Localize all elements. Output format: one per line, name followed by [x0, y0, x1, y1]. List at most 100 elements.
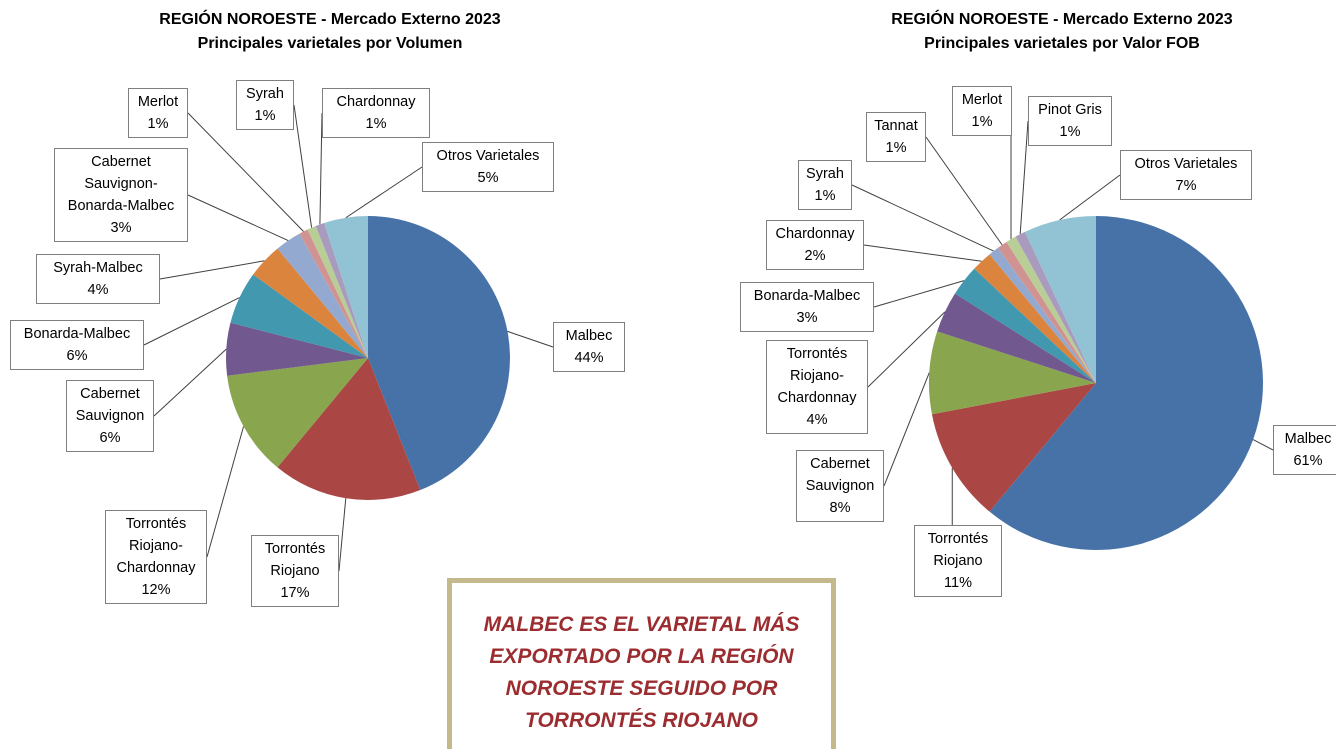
category-label: Torrontés Riojano-Chardonnay	[777, 346, 857, 406]
value-label: 6%	[66, 348, 88, 364]
pie-slice	[931, 383, 1096, 512]
chart-title: REGIÓN NOROESTE - Mercado Externo 2023	[159, 11, 501, 28]
data-label: Bonarda-Malbec 6%	[10, 320, 144, 370]
value-label: 5%	[477, 170, 499, 186]
data-label: Pinot Gris 1%	[1028, 96, 1112, 146]
pie-slice	[307, 225, 368, 358]
pie-slice	[989, 216, 1264, 550]
value-label: 6%	[99, 430, 121, 446]
category-label: Torrontés Riojano	[927, 531, 989, 569]
leader-line	[867, 311, 946, 388]
category-label: Merlot	[961, 92, 1003, 108]
chart-subtitle: Principales varietales por Volumen	[197, 35, 463, 52]
category-label: Malbec	[565, 328, 613, 344]
data-label: Bonarda-Malbec 3%	[740, 282, 874, 332]
pie-slice	[277, 358, 421, 500]
leader-line	[187, 194, 289, 242]
leader-lines	[143, 104, 554, 572]
leader-line	[925, 136, 1003, 246]
value-label: 11%	[944, 575, 972, 591]
data-label: Chardonnay 1%	[322, 88, 430, 138]
category-label: Tannat	[874, 118, 918, 134]
category-label: Torrontés Riojano-Chardonnay	[116, 516, 196, 576]
chart-title: REGIÓN NOROESTE - Mercado Externo 2023	[891, 11, 1233, 28]
pie-slice	[937, 293, 1096, 383]
value-label: 1%	[971, 114, 993, 130]
value-label: 44%	[574, 350, 604, 366]
data-label: Cabernet Sauvignon 6%	[66, 380, 154, 452]
pie-slice	[277, 233, 368, 358]
value-label: 1%	[147, 116, 169, 132]
leader-line	[1019, 120, 1029, 235]
leader-line	[851, 184, 994, 252]
data-label: Otros Varietales 7%	[1120, 150, 1252, 200]
data-label: Torrontés Riojano 11%	[914, 525, 1002, 597]
leader-line	[293, 104, 313, 228]
pie-slice	[997, 241, 1096, 383]
pie-slice	[299, 229, 368, 358]
leader-line	[345, 166, 423, 219]
leader-line	[873, 280, 965, 308]
leader-line	[159, 260, 265, 280]
value-label: 3%	[110, 220, 132, 236]
value-label: 2%	[804, 248, 826, 264]
pie-slice	[230, 274, 368, 358]
data-label: Merlot 1%	[952, 86, 1012, 136]
pie-slice	[227, 358, 368, 468]
pie-slice	[954, 268, 1096, 383]
leader-line	[863, 244, 982, 262]
chart-subtitle: Principales varietales por Valor FOB	[924, 35, 1200, 52]
pie-slice	[253, 248, 368, 358]
leader-line	[153, 348, 227, 417]
pie-slice	[1024, 216, 1096, 383]
value-label: 1%	[1059, 124, 1081, 140]
pie-slice	[225, 322, 368, 376]
category-label: Pinot Gris	[1038, 102, 1102, 118]
category-label: Bonarda-Malbec	[23, 326, 131, 342]
leader-line	[883, 372, 930, 487]
value-label: 17%	[280, 585, 310, 601]
value-label: 8%	[829, 500, 851, 516]
value-label: 61%	[1293, 453, 1323, 469]
category-label: Malbec	[1284, 431, 1332, 447]
pie-slice	[324, 216, 368, 358]
category-label: Otros Varietales	[1134, 156, 1238, 172]
data-label: Torrontés Riojano-Chardonnay 4%	[766, 340, 868, 434]
category-label: Syrah	[806, 166, 844, 182]
value-label: 1%	[254, 108, 276, 124]
data-label: Chardonnay 2%	[766, 220, 864, 270]
category-label: Otros Varietales	[436, 148, 540, 164]
pie-slice	[929, 331, 1096, 415]
pie-slice	[974, 254, 1096, 383]
category-label: Cabernet Sauvignon	[75, 386, 145, 424]
leader-line	[187, 112, 304, 232]
leader-lines	[851, 120, 1274, 525]
value-label: 3%	[796, 310, 818, 326]
data-label: Malbec 61%	[1273, 425, 1336, 475]
value-label: 12%	[141, 582, 171, 598]
data-label: Cabernet Sauvignon-Bonarda-Malbec 3%	[54, 148, 188, 242]
value-label: 1%	[885, 140, 907, 156]
category-label: Torrontés Riojano	[264, 541, 326, 579]
data-label: Merlot 1%	[128, 88, 188, 138]
pie-slice	[989, 247, 1096, 383]
data-label: Malbec 44%	[553, 322, 625, 372]
category-label: Bonarda-Malbec	[753, 288, 861, 304]
value-label: 1%	[814, 188, 836, 204]
category-label: Chardonnay	[336, 94, 416, 110]
pie-slice	[368, 216, 510, 491]
pie-slice	[1015, 231, 1096, 383]
data-label: Torrontés Riojano-Chardonnay 12%	[105, 510, 207, 604]
category-label: Chardonnay	[775, 226, 855, 242]
annotation: MALBEC ES EL VARIETAL MÁS EXPORTADO POR …	[447, 578, 836, 749]
data-label: Syrah 1%	[236, 80, 294, 130]
data-label: Otros Varietales 5%	[422, 142, 554, 192]
data-label: Torrontés Riojano 17%	[251, 535, 339, 607]
leader-line	[507, 330, 554, 348]
category-label: Merlot	[137, 94, 179, 110]
value-label: 7%	[1175, 178, 1197, 194]
category-label: Cabernet Sauvignon-Bonarda-Malbec	[67, 154, 175, 214]
value-label: 4%	[806, 412, 828, 428]
leader-line	[319, 112, 323, 225]
